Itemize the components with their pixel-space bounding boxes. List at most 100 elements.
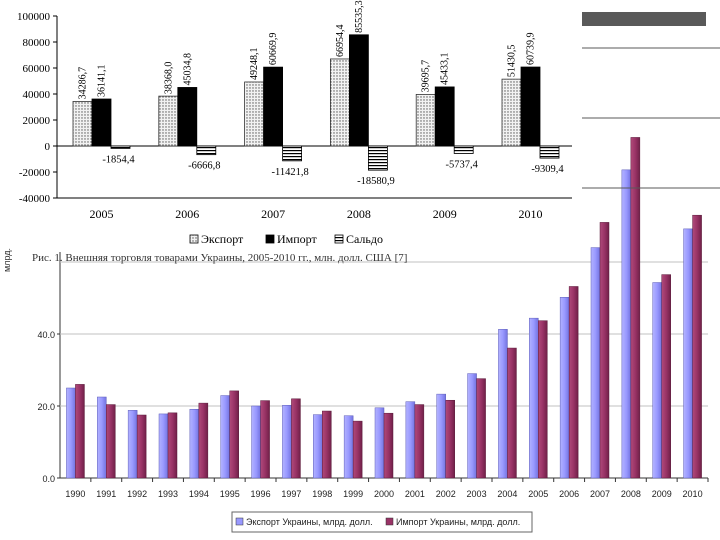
bottom-x-tick-label: 2001 (405, 489, 425, 499)
top-data-label-export: 66954,4 (335, 24, 346, 57)
top-y-tick-label: 40000 (23, 89, 51, 101)
bottom-bar-export (590, 247, 601, 479)
top-chart: 100000800006000040000200000-20000-40000 … (0, 0, 575, 252)
bottom-bar-export (97, 396, 107, 479)
bottom-x-tick-label: 1990 (65, 489, 85, 499)
top-bar-import (263, 66, 284, 147)
top-bar-saldo (453, 145, 474, 154)
bottom-bar-export (158, 413, 169, 479)
bottom-x-tick-label: 2000 (374, 489, 394, 499)
bottom-bar-import (75, 384, 85, 479)
bottom-bar-export (652, 282, 662, 479)
top-data-label-import: 85535,3 (354, 0, 365, 33)
top-data-label-saldo: -9309,4 (531, 164, 564, 175)
top-legend-label-export: Экспорт (201, 232, 244, 246)
bottom-x-tick-label: 2006 (559, 489, 579, 499)
top-x-tick-label: 2009 (433, 207, 457, 221)
top-legend: Экспорт Импорт Сальдо (189, 232, 383, 246)
bottom-legend-label-export: Экспорт Украины, млрд. долл. (246, 517, 373, 527)
top-bar-import (434, 86, 455, 147)
bottom-x-tick-label: 1997 (281, 489, 301, 499)
top-bar-export (329, 58, 350, 147)
bottom-legend: Экспорт Украины, млрд. долл. Импорт Украи… (231, 511, 533, 533)
bottom-bar-import (136, 414, 147, 479)
bottom-x-tick-label: 1992 (127, 489, 147, 499)
bottom-bar-import (260, 400, 270, 479)
bottom-bar-export (282, 405, 292, 479)
top-data-label-export: 38368,0 (163, 62, 174, 95)
top-x-tick-label: 2010 (519, 207, 543, 221)
bottom-y-axis-label: млрд. (2, 248, 12, 272)
top-legend-swatch-import (265, 234, 275, 244)
top-bar-export (244, 81, 265, 147)
top-data-label-import: 60739,9 (526, 33, 537, 66)
top-y-tick-label: -20000 (19, 167, 51, 179)
bottom-y-tick-label: 0.0 (42, 474, 55, 484)
top-bar-import (348, 34, 369, 147)
bottom-bar-import (167, 412, 178, 479)
top-bar-saldo (196, 145, 217, 156)
top-data-label-import: 36141,1 (97, 65, 108, 98)
top-data-label-saldo: -5737,4 (446, 159, 479, 170)
top-y-tick-label: 100000 (17, 11, 51, 23)
bottom-x-tick-label: 2002 (436, 489, 456, 499)
bottom-x-tick-label: 2010 (683, 489, 703, 499)
bottom-bar-import (568, 286, 579, 479)
bottom-legend-swatch-export (235, 517, 244, 526)
bottom-x-tick-label: 2005 (528, 489, 548, 499)
top-data-label-saldo: -11421,8 (271, 167, 308, 178)
top-x-tick-label: 2005 (90, 207, 114, 221)
bottom-bar-export (559, 297, 570, 479)
bottom-bar-import (322, 410, 332, 479)
bottom-x-tick-label: 1999 (343, 489, 363, 499)
bottom-bar-export (529, 317, 539, 479)
bottom-y-tick-label: 20.0 (37, 402, 55, 412)
bottom-bar-import (414, 404, 425, 479)
bottom-bar-export (251, 405, 261, 479)
top-bar-saldo (539, 145, 560, 159)
bottom-bar-import (507, 347, 517, 479)
bottom-legend-label-import: Импорт Украины, млрд. долл. (396, 517, 520, 527)
bottom-bar-export (683, 228, 693, 479)
top-data-label-saldo: -1854,4 (102, 154, 135, 165)
bottom-bar-export (498, 329, 508, 479)
bottom-bar-export (220, 395, 230, 479)
top-data-label-export: 49248,1 (249, 47, 260, 80)
bottom-bar-export (467, 373, 477, 479)
top-data-label-import: 45433,1 (440, 52, 451, 85)
top-bar-saldo (282, 145, 303, 162)
top-bar-export (158, 95, 179, 147)
top-data-label-export: 51430,5 (507, 45, 518, 78)
bottom-bar-import (383, 412, 394, 479)
top-data-label-export: 39695,7 (421, 60, 432, 93)
bottom-bar-import (692, 214, 702, 479)
top-bar-export (415, 93, 436, 147)
bottom-legend-box (231, 511, 533, 533)
bottom-bar-import (352, 420, 363, 479)
top-data-label-import: 45034,8 (182, 53, 193, 86)
bottom-bar-export (343, 415, 354, 479)
top-x-tick-label: 2007 (261, 207, 285, 221)
top-bar-import (91, 98, 112, 147)
top-x-tick-label: 2008 (347, 207, 371, 221)
top-data-label-import: 60669,9 (268, 33, 279, 66)
top-bar-export (501, 78, 522, 147)
bottom-x-tick-label: 2004 (497, 489, 517, 499)
bottom-bar-import (599, 222, 610, 479)
bottom-bar-export (436, 393, 446, 479)
bottom-x-tick-label: 1994 (189, 489, 209, 499)
bottom-x-tick-label: 1995 (220, 489, 240, 499)
top-y-tick-label: 0 (45, 141, 51, 153)
top-y-tick-label: 20000 (23, 115, 51, 127)
top-x-tick-label: 2006 (175, 207, 199, 221)
bottom-x-tick-label: 1996 (251, 489, 271, 499)
bottom-x-tick-label: 2007 (590, 489, 610, 499)
top-y-tick-label: 60000 (23, 63, 51, 75)
top-legend-label-import: Импорт (277, 232, 318, 246)
top-bar-import (177, 87, 198, 147)
bottom-x-tick-label: 2003 (467, 489, 487, 499)
bottom-bar-import (291, 398, 301, 479)
bottom-x-tick-label: 1991 (96, 489, 116, 499)
bottom-bar-import (661, 274, 671, 479)
